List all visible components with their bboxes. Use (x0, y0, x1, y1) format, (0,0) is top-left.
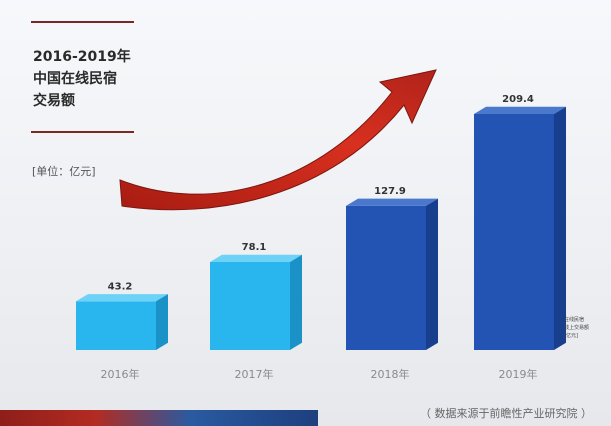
x-tick-label: 2019年 (499, 367, 538, 381)
bar-front (474, 114, 554, 350)
x-tick-label: 2017年 (235, 367, 274, 381)
bar-side (156, 294, 168, 350)
bar-2018年 (346, 198, 438, 350)
chart-title-line-3: 交易额 (33, 93, 75, 109)
bar-2019年 (474, 106, 566, 350)
bar-front (210, 261, 290, 350)
value-label: 43.2 (108, 281, 133, 292)
legend-note-line-2: 线上交易额 (564, 325, 590, 331)
chart-title-line-2: 中国在线民宿 (33, 71, 117, 87)
value-label: 209.4 (502, 94, 534, 105)
x-tick-label: 2016年 (101, 367, 140, 381)
value-label: 127.9 (374, 186, 406, 197)
bar-2016年 (76, 294, 168, 350)
chart-title-line-1: 2016-2019年 (33, 49, 131, 65)
footer-decorative-strip (0, 410, 318, 426)
bar-top (76, 294, 168, 302)
growth-arrow (119, 69, 437, 211)
bar-side (554, 106, 566, 350)
legend-note-line-1: 在线民宿 (564, 317, 585, 323)
unit-label: [单位：亿元] (32, 165, 96, 178)
bar-side (426, 198, 438, 350)
bar-top (474, 106, 566, 114)
bar-front (76, 301, 156, 350)
bar-2017年 (210, 254, 302, 350)
title-top-rule (31, 21, 134, 23)
legend-note: 在线民宿 线上交易额 [亿元] (564, 316, 604, 340)
value-label: 78.1 (242, 242, 267, 253)
bar-top (210, 254, 302, 262)
bar-front (346, 205, 426, 350)
legend-note-line-3: [亿元] (564, 333, 578, 339)
data-source-note: （ 数据来源于前瞻性产业研究院 ） (420, 407, 592, 420)
x-tick-label: 2018年 (371, 367, 410, 381)
bar-side (290, 254, 302, 350)
bar-top (346, 198, 438, 206)
title-bottom-rule (31, 131, 134, 133)
